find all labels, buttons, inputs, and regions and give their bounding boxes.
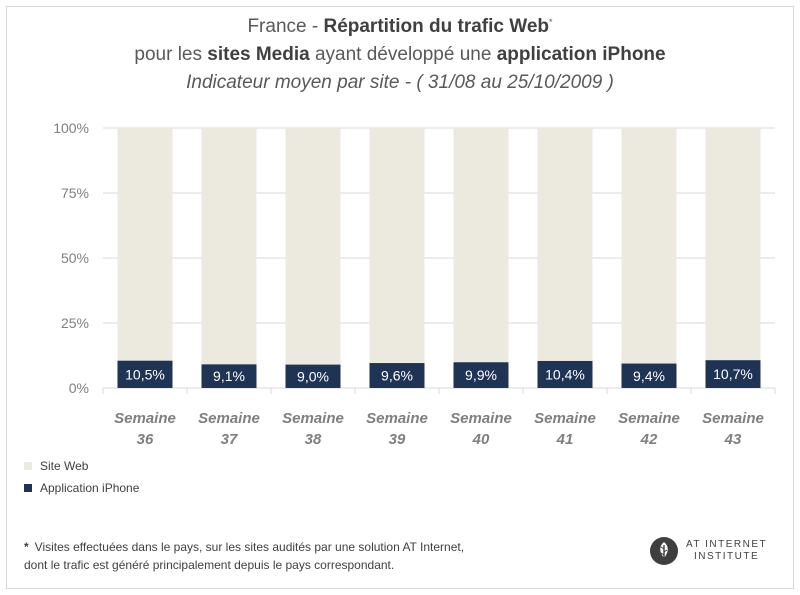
legend-swatch-site-web bbox=[24, 462, 32, 470]
chart-title-line-2: pour les sites Media ayant développé une… bbox=[134, 44, 666, 65]
y-tick-label: 25% bbox=[61, 315, 89, 331]
x-tick-label-word: Semaine bbox=[534, 410, 596, 427]
x-tick-label-number: 38 bbox=[305, 431, 322, 448]
x-tick-label-word: Semaine bbox=[702, 410, 764, 427]
x-tick-label-word: Semaine bbox=[366, 410, 428, 427]
legend-label-application-iphone: Application iPhone bbox=[40, 481, 140, 495]
data-label-application-iphone: 9,1% bbox=[213, 368, 245, 384]
x-tick-label-word: Semaine bbox=[114, 410, 176, 427]
bar-site-web bbox=[621, 128, 677, 364]
chart-subtitle: Indicateur moyen par site - ( 31/08 au 2… bbox=[186, 72, 614, 93]
footnote-line-1: * Visites effectuées dans le pays, sur le… bbox=[24, 540, 465, 554]
legend-swatch-application-iphone bbox=[24, 484, 32, 492]
x-tick-label-word: Semaine bbox=[282, 410, 344, 427]
bar-application-iphone bbox=[537, 360, 593, 388]
bar-application-iphone bbox=[453, 362, 509, 388]
data-label-application-iphone: 9,0% bbox=[297, 368, 329, 384]
data-label-application-iphone: 9,6% bbox=[381, 368, 413, 384]
x-tick-label-number: 41 bbox=[556, 431, 574, 448]
chart-frame bbox=[6, 6, 794, 589]
x-tick-label-number: 37 bbox=[221, 431, 238, 448]
legend-item-site-web: Site Web bbox=[24, 459, 88, 473]
leaf-icon bbox=[650, 537, 678, 565]
bar-application-iphone bbox=[621, 363, 677, 388]
data-label-application-iphone: 10,5% bbox=[125, 366, 165, 382]
x-tick-label-word: Semaine bbox=[618, 410, 680, 427]
logo-text-line-1: AT INTERNET bbox=[686, 539, 768, 550]
data-label-application-iphone: 10,4% bbox=[545, 366, 585, 382]
logo-text-line-2: INSTITUTE bbox=[693, 551, 760, 562]
bar-application-iphone bbox=[201, 364, 257, 388]
data-label-application-iphone: 9,4% bbox=[633, 368, 665, 384]
y-tick-label: 0% bbox=[69, 380, 89, 396]
legend-label-site-web: Site Web bbox=[40, 459, 89, 473]
x-tick-label-number: 39 bbox=[389, 431, 406, 448]
x-tick-label-word: Semaine bbox=[450, 410, 512, 427]
bar-site-web bbox=[453, 128, 509, 363]
bar-site-web bbox=[369, 128, 425, 364]
x-tick-label-number: 40 bbox=[472, 431, 490, 448]
bar-site-web bbox=[285, 128, 341, 365]
bar-site-web bbox=[201, 128, 257, 365]
at-internet-logo: AT INTERNET INSTITUTE bbox=[650, 537, 767, 565]
y-tick-label: 75% bbox=[61, 185, 89, 201]
bar-application-iphone bbox=[285, 364, 341, 388]
bar-application-iphone bbox=[369, 363, 425, 388]
x-tick-label-number: 36 bbox=[137, 431, 154, 448]
x-tick-label-number: 43 bbox=[724, 431, 742, 448]
footnote-line-2: dont le trafic est généré principalement… bbox=[24, 558, 395, 572]
chart-title-line-1: France - Répartition du trafic Web* bbox=[247, 16, 553, 37]
x-tick-label-number: 42 bbox=[640, 431, 658, 448]
bar-application-iphone bbox=[705, 360, 761, 388]
legend-item-application-iphone: Application iPhone bbox=[24, 481, 139, 495]
x-tick-label-word: Semaine bbox=[198, 410, 260, 427]
bar-site-web bbox=[537, 128, 593, 361]
bar-site-web bbox=[117, 128, 173, 361]
data-label-application-iphone: 10,7% bbox=[713, 366, 753, 382]
y-tick-label: 50% bbox=[61, 250, 89, 266]
data-label-application-iphone: 9,9% bbox=[465, 367, 497, 383]
footnote: * Visites effectuées dans le pays, sur le… bbox=[24, 538, 464, 574]
bar-site-web bbox=[705, 128, 761, 361]
y-tick-label: 100% bbox=[53, 120, 89, 136]
bar-application-iphone bbox=[117, 360, 173, 388]
